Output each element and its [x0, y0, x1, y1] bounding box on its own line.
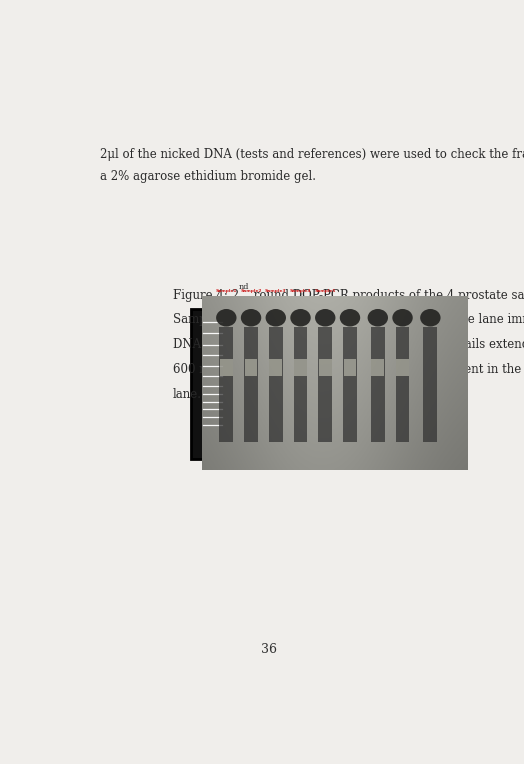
Text: DNA ran below the 300 nucleotide marker with tails extending up to about the: DNA ran below the 300 nucleotide marker …: [173, 338, 524, 351]
Text: Figure 4: 2: Figure 4: 2: [173, 289, 239, 302]
Text: round DOP-PCR products of the 4 prostate samples (sample 1–4).: round DOP-PCR products of the 4 prostate…: [249, 289, 524, 302]
Bar: [269, 327, 283, 442]
Bar: [343, 327, 357, 442]
Ellipse shape: [368, 309, 388, 326]
Text: Sample4: Sample4: [290, 290, 311, 293]
Text: Sample2: Sample2: [241, 290, 261, 293]
Ellipse shape: [266, 309, 286, 326]
Bar: [269, 358, 282, 376]
Bar: [220, 327, 233, 442]
Text: Sample5: Sample5: [314, 290, 336, 293]
Bar: [318, 327, 332, 442]
Bar: [372, 358, 384, 376]
Text: a 2% agarose ethidium bromide gel.: a 2% agarose ethidium bromide gel.: [100, 170, 316, 183]
Ellipse shape: [420, 309, 441, 326]
Bar: [245, 358, 257, 376]
Bar: [293, 327, 308, 442]
Ellipse shape: [392, 309, 413, 326]
Bar: [244, 327, 258, 442]
Bar: [371, 327, 385, 442]
Ellipse shape: [290, 309, 311, 326]
Ellipse shape: [340, 309, 360, 326]
Bar: [344, 358, 356, 376]
Text: 600 nucleotide marker.A negative control is present in the extreme right hand: 600 nucleotide marker.A negative control…: [173, 363, 524, 376]
Bar: [294, 358, 307, 376]
Ellipse shape: [216, 309, 236, 326]
Text: nd: nd: [239, 283, 249, 291]
Ellipse shape: [315, 309, 335, 326]
FancyBboxPatch shape: [191, 309, 430, 459]
Bar: [396, 327, 409, 442]
Text: Sample 5 represents a positive control as does the lane immediately to it’s righ: Sample 5 represents a positive control a…: [173, 313, 524, 326]
Text: 2μl of the nicked DNA (tests and references) were used to check the fragment siz: 2μl of the nicked DNA (tests and referen…: [100, 147, 524, 160]
Bar: [423, 327, 438, 442]
Text: Sample1: Sample1: [215, 290, 237, 293]
Bar: [319, 358, 332, 376]
Text: 36: 36: [260, 643, 277, 656]
Bar: [396, 358, 409, 376]
Text: lane.: lane.: [173, 387, 202, 400]
Bar: [220, 358, 233, 376]
Text: Sample3: Sample3: [265, 290, 287, 293]
Ellipse shape: [241, 309, 261, 326]
